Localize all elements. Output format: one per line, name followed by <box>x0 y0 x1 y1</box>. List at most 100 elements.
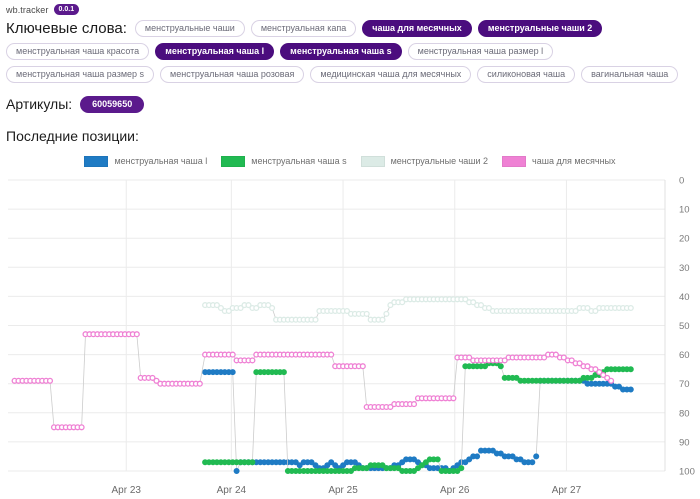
keyword-tag[interactable]: медицинская чаша для месячных <box>310 66 472 83</box>
y-axis-tick-label: 0 <box>679 176 684 187</box>
series-point <box>387 302 394 309</box>
legend-item[interactable]: чаша для месячных <box>502 155 616 167</box>
series-point <box>153 377 160 384</box>
series-point <box>474 453 481 460</box>
series-point <box>560 354 567 361</box>
legend-label: менструальная чаша s <box>251 156 347 166</box>
series-point <box>576 377 583 384</box>
legend-item[interactable]: менструальные чаши 2 <box>360 155 489 167</box>
y-axis-tick-label: 40 <box>679 292 690 303</box>
series-point <box>343 307 351 315</box>
keyword-tag[interactable]: менструальная чаша s <box>280 43 402 60</box>
series-point <box>410 467 417 474</box>
keyword-tag[interactable]: менструальная чаша красота <box>6 43 150 60</box>
legend-swatch <box>84 155 109 167</box>
keyword-tag[interactable]: чаша для месячных <box>362 20 472 37</box>
series-point <box>324 462 331 469</box>
series-point <box>497 363 504 370</box>
x-axis-tick-label: Apr 23 <box>112 485 142 496</box>
legend-item[interactable]: менструальная чаша l <box>84 155 207 167</box>
series-point <box>414 459 421 466</box>
series-point <box>509 453 516 460</box>
chart-series <box>202 360 634 474</box>
series-point <box>458 465 465 472</box>
series-point <box>229 351 236 358</box>
series-point <box>253 304 260 312</box>
series-point <box>379 316 386 323</box>
series-point <box>418 462 425 469</box>
series-point <box>462 296 469 303</box>
series-point <box>608 377 615 384</box>
article-tag[interactable]: 60059650 <box>80 96 145 113</box>
keyword-tag[interactable]: менструальная чаша розовая <box>160 66 305 83</box>
series-point <box>296 462 303 469</box>
series-point <box>395 465 402 472</box>
keyword-tag[interactable]: силиконовая чаша <box>477 66 576 83</box>
series-point <box>501 357 508 364</box>
legend-swatch <box>502 155 527 167</box>
series-point <box>233 467 240 474</box>
series-point <box>340 462 347 469</box>
series-point <box>399 299 406 306</box>
chart-svg: 0 10 20 30 40 50 60 70 80 90 100 Apr 23 Apr 24 Apr 25… <box>8 176 695 496</box>
keyword-tag[interactable]: менструальная чаша размер s <box>6 66 155 83</box>
series-point <box>347 467 354 474</box>
series-point <box>454 467 461 474</box>
series-point <box>245 302 252 309</box>
series-point <box>78 424 85 431</box>
positions-chart: менструальная чаша l менструальная чаша s… <box>0 150 700 499</box>
y-axis-tick-label: 60 <box>679 350 690 361</box>
series-point <box>46 377 54 384</box>
series-point <box>466 456 473 463</box>
series-point <box>213 302 220 309</box>
series-point <box>410 456 417 463</box>
series-point <box>149 374 156 381</box>
series-point <box>533 453 540 460</box>
positions-heading: Последние позиции: <box>6 128 139 144</box>
series-point <box>229 369 236 376</box>
series-point <box>600 371 607 379</box>
series-point <box>387 403 394 411</box>
series-point <box>363 465 370 472</box>
series-point <box>312 462 319 469</box>
series-point <box>328 351 335 358</box>
keyword-tag[interactable]: менструальная капа <box>250 20 357 37</box>
series-point <box>497 450 504 457</box>
legend-label: менструальные чаши 2 <box>390 156 489 166</box>
series-point <box>399 459 406 466</box>
keyword-tag[interactable]: менструальная чаша размер l <box>407 43 554 60</box>
series-point <box>485 304 492 312</box>
y-axis-tick-label: 100 <box>679 467 695 478</box>
series-point <box>359 363 366 370</box>
keyword-tag[interactable]: менструальные чаши 2 <box>477 20 603 37</box>
series-point <box>225 307 232 315</box>
series-point <box>249 357 256 364</box>
y-axis-tick-label: 90 <box>679 437 690 448</box>
y-axis-tick-label: 80 <box>679 408 690 419</box>
series-point <box>604 374 611 381</box>
series-point <box>466 354 473 361</box>
legend-label: чаша для месячных <box>532 156 616 166</box>
series-point <box>379 462 386 469</box>
keyword-tag[interactable]: менструальные чаши <box>134 20 245 37</box>
series-point <box>462 459 469 466</box>
articles-row: Артикулы: 60059650 <box>0 88 700 113</box>
series-point <box>470 299 477 306</box>
series-point <box>592 366 599 373</box>
series-point <box>576 360 583 367</box>
chart-series <box>202 296 634 323</box>
series-point <box>434 456 441 463</box>
articles-heading: Артикулы: <box>6 95 73 112</box>
keyword-tag[interactable]: менструальная чаша l <box>155 43 275 60</box>
series-point <box>196 380 203 387</box>
series-point <box>351 459 358 466</box>
series-point <box>332 462 339 469</box>
y-axis-tick-label: 70 <box>679 379 690 390</box>
series-point <box>383 310 390 317</box>
keyword-tag[interactable]: вагинальная чаша <box>581 66 679 83</box>
series-point <box>552 351 559 358</box>
chart-legend: менструальная чаша l менструальная чаша s… <box>0 150 700 172</box>
legend-item[interactable]: менструальная чаша s <box>221 155 347 167</box>
series-point <box>584 304 591 312</box>
series-point <box>312 316 319 323</box>
